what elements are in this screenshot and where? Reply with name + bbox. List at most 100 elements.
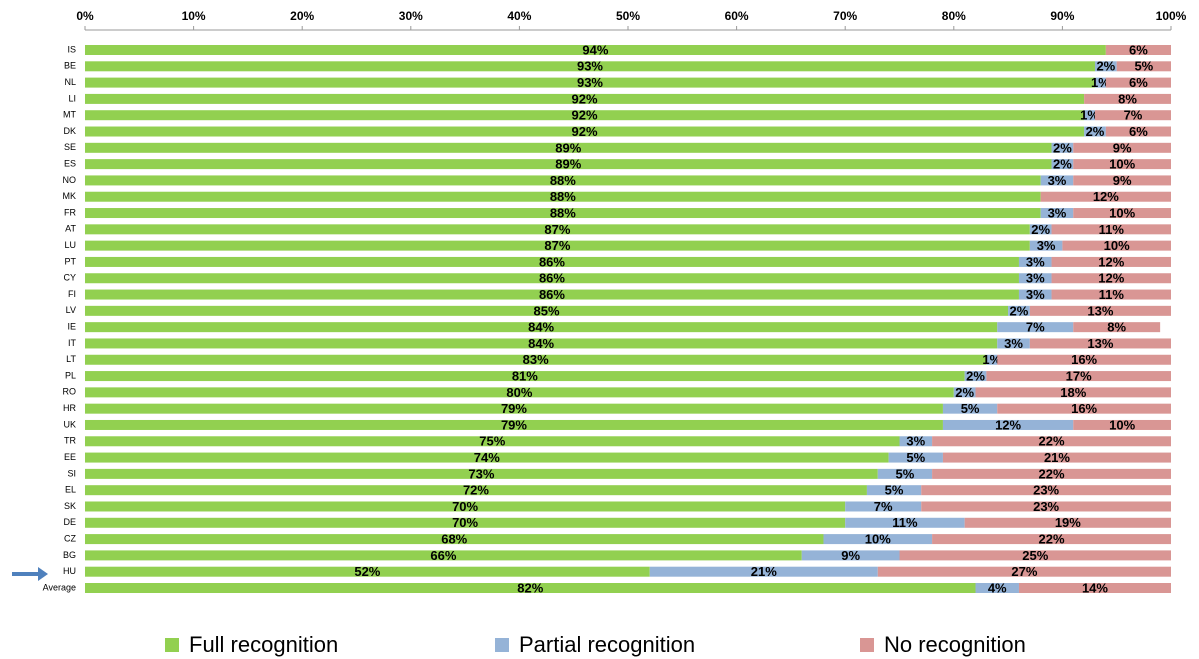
category-label: SK	[64, 501, 76, 511]
value-label: 79%	[501, 417, 527, 432]
value-label: 5%	[906, 450, 925, 465]
value-label: 9%	[1113, 140, 1132, 155]
value-label: 11%	[892, 515, 918, 530]
value-label: 7%	[1026, 320, 1045, 335]
bar-segment	[1116, 61, 1171, 72]
x-tick-label: 30%	[399, 9, 423, 23]
value-label: 5%	[961, 401, 980, 416]
value-label: 93%	[577, 75, 603, 90]
value-label: 79%	[501, 401, 527, 416]
bar-segment	[1008, 305, 1030, 316]
value-label: 3%	[1048, 205, 1067, 220]
bar-segment	[1094, 61, 1117, 72]
bar-segment	[932, 468, 1171, 479]
bar-segment	[1051, 142, 1074, 153]
bar-segment	[1029, 305, 1171, 316]
bar-segment	[85, 566, 650, 577]
value-label: 92%	[572, 91, 598, 106]
value-label: 3%	[1037, 238, 1056, 253]
bar-segment	[85, 338, 998, 349]
value-label: 83%	[523, 352, 549, 367]
bar-segment	[85, 61, 1095, 72]
value-label: 5%	[1134, 59, 1153, 74]
value-label: 10%	[865, 532, 891, 547]
bar-segment	[899, 550, 1171, 561]
bar-segment	[1051, 159, 1074, 170]
value-label: 9%	[841, 548, 860, 563]
bar-segment	[1094, 77, 1106, 88]
category-label: HR	[63, 403, 76, 413]
bar-segment	[942, 452, 1171, 463]
bar-segment	[85, 289, 1019, 300]
bar-segment	[85, 45, 1106, 55]
bar-segment	[986, 354, 998, 365]
bar-segment	[1018, 289, 1052, 300]
value-label: 10%	[1109, 205, 1135, 220]
bar-segment	[888, 452, 943, 463]
bar-segment	[85, 224, 1030, 235]
legend-label: Full recognition	[189, 632, 338, 657]
bar-segment	[85, 126, 1085, 137]
category-label: CY	[63, 273, 76, 283]
legend-label: Partial recognition	[519, 632, 695, 657]
value-label: 8%	[1107, 320, 1126, 335]
bar-segment	[1084, 110, 1095, 121]
category-label: LU	[64, 240, 76, 250]
value-label: 2%	[955, 385, 974, 400]
bar-segment	[823, 534, 933, 545]
bar-segment	[85, 583, 976, 593]
value-label: 12%	[1098, 271, 1124, 286]
bar-segment	[1040, 208, 1074, 219]
bar-segment	[1018, 273, 1052, 284]
bar-segment	[845, 517, 965, 528]
bar-segment	[801, 550, 900, 561]
bar-segment	[1073, 322, 1161, 333]
bar-segment	[1073, 142, 1171, 153]
bar-segment	[1040, 175, 1074, 186]
bar-segment	[85, 273, 1019, 284]
value-label: 84%	[528, 336, 554, 351]
category-label: SE	[64, 142, 76, 152]
bar-segment	[1084, 126, 1106, 137]
bar-segment	[85, 305, 1009, 316]
category-label: MK	[63, 191, 77, 201]
bar-segment	[877, 566, 1171, 577]
bar-segment	[953, 387, 976, 398]
bar-segment	[1105, 45, 1171, 55]
category-label: IS	[67, 44, 76, 54]
bar-segment	[85, 191, 1041, 202]
value-label: 22%	[1039, 434, 1065, 449]
value-label: 73%	[468, 466, 494, 481]
value-label: 52%	[354, 564, 380, 579]
value-label: 1%	[1080, 108, 1099, 123]
value-label: 2%	[1053, 157, 1072, 172]
bar-segment	[1051, 273, 1171, 284]
value-label: 66%	[430, 548, 456, 563]
bar-segment	[921, 501, 1171, 512]
value-label: 92%	[572, 108, 598, 123]
bar-segment	[1073, 159, 1171, 170]
value-label: 2%	[1053, 140, 1072, 155]
bar-segment	[85, 208, 1041, 219]
category-label: SI	[67, 468, 76, 478]
value-label: 3%	[1026, 271, 1045, 286]
bar-segment	[997, 354, 1171, 365]
legend-swatch	[495, 638, 509, 652]
bar-segment	[997, 322, 1074, 333]
category-label: AT	[65, 224, 76, 234]
value-label: 7%	[874, 499, 893, 514]
value-label: 13%	[1087, 336, 1113, 351]
value-label: 12%	[995, 417, 1021, 432]
category-label: Average	[43, 582, 76, 592]
value-label: 89%	[555, 140, 581, 155]
value-label: 10%	[1109, 417, 1135, 432]
value-label: 27%	[1011, 564, 1037, 579]
bar-segment	[85, 436, 900, 447]
bar-segment	[85, 468, 878, 479]
value-label: 80%	[506, 385, 532, 400]
bar-segment	[899, 436, 933, 447]
value-label: 3%	[1048, 173, 1067, 188]
bar-segment	[85, 534, 824, 545]
bar-segment	[1040, 191, 1171, 202]
